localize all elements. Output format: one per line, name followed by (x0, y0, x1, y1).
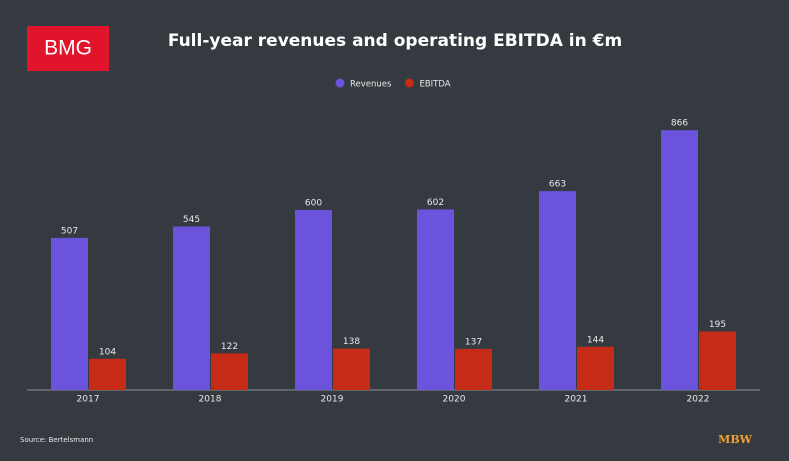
bar (699, 331, 736, 390)
value-label: 663 (549, 180, 566, 190)
bar (577, 346, 614, 390)
x-tick-label: 2020 (443, 395, 466, 405)
legend-label: Revenues (350, 80, 392, 90)
value-label: 545 (183, 215, 200, 225)
x-tick-label: 2017 (77, 395, 100, 405)
bar (455, 348, 492, 390)
logo: BMG (44, 37, 92, 60)
logo-box (27, 26, 109, 71)
value-label: 600 (305, 199, 322, 209)
value-label: 507 (61, 226, 78, 236)
value-label: 602 (427, 198, 444, 208)
chart-title: Full-year revenues and operating EBITDA … (168, 31, 622, 51)
x-tick-label: 2022 (687, 395, 710, 405)
bar (333, 348, 370, 390)
value-label: 104 (99, 347, 116, 357)
legend-swatch (335, 78, 345, 88)
value-label: 195 (709, 320, 726, 330)
value-label: 122 (221, 342, 238, 352)
legend-label: EBITDA (419, 80, 450, 90)
x-tick-label: 2018 (199, 395, 222, 405)
bar (661, 130, 698, 390)
x-tick-label: 2021 (565, 395, 588, 405)
x-tick-label: 2019 (321, 395, 344, 405)
source: Source: Bertelsmann (20, 436, 93, 444)
legend-swatch (404, 78, 414, 88)
bar (89, 358, 126, 390)
brand: MBW (718, 433, 752, 446)
bar (211, 353, 248, 390)
bar (295, 210, 332, 390)
bar (417, 209, 454, 390)
value-label: 866 (671, 119, 688, 129)
value-label: 137 (465, 337, 482, 347)
value-label: 144 (587, 335, 604, 345)
bar (539, 191, 576, 390)
bar (173, 226, 210, 390)
bar (51, 237, 88, 390)
value-label: 138 (343, 337, 360, 347)
